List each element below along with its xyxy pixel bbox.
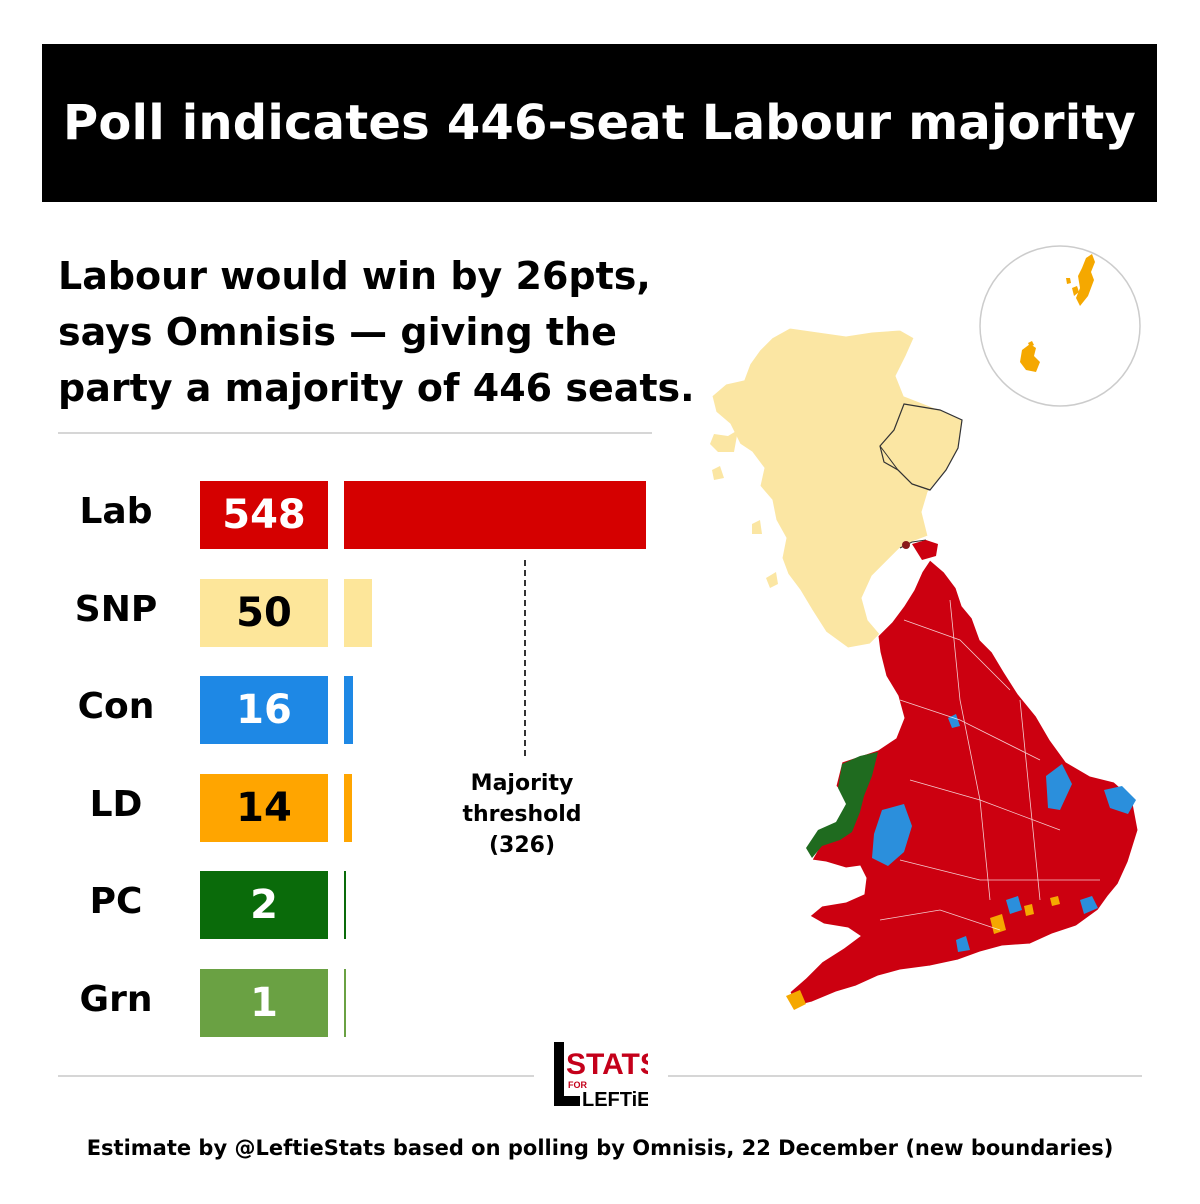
threshold-label-line-1: Majority: [470, 771, 574, 796]
divider-bottom-right: [668, 1075, 1142, 1077]
seat-count-con: 16: [200, 676, 328, 744]
seat-count-lab: 548: [200, 481, 328, 549]
party-label-pc: PC: [89, 881, 143, 922]
divider-bottom-left: [58, 1075, 534, 1077]
subtitle-line-1: Labour would win by 26pts,: [58, 254, 651, 298]
scotland-region: [710, 327, 963, 649]
bar-lab: [344, 481, 646, 549]
majority-threshold-line: [523, 560, 526, 756]
footer-credit: Estimate by @LeftieStats based on pollin…: [86, 1136, 1114, 1160]
party-label-snp: SNP: [74, 589, 158, 630]
chart-title: Poll indicates 446-seat Labour majority: [63, 95, 1136, 151]
party-label-lab: Lab: [79, 491, 153, 532]
bar-ld: [344, 774, 352, 842]
stats-for-lefties-logo: STATS FOR LEFTiES: [552, 1040, 664, 1111]
bar-con: [344, 676, 353, 744]
seat-count-snp: 50: [200, 579, 328, 647]
majority-threshold-label: Majority threshold (326): [452, 768, 592, 861]
party-label-con: Con: [77, 686, 155, 727]
subtitle-line-2: says Omnisis — giving the: [58, 310, 617, 354]
subtitle: Labour would win by 26pts, says Omnisis …: [58, 248, 698, 416]
divider-top: [58, 432, 652, 434]
seat-count-grn: 1: [200, 969, 328, 1037]
inset-circle: [979, 245, 1141, 407]
logo-stats: STATS: [566, 1048, 648, 1081]
bar-grn: [344, 969, 346, 1037]
logo-lefties: LEFTiES: [582, 1089, 648, 1110]
seat-count-pc: 2: [200, 871, 328, 939]
bar-snp: [344, 579, 372, 647]
party-label-ld: LD: [89, 784, 143, 825]
threshold-label-line-3: (326): [488, 833, 556, 858]
seat-count-ld: 14: [200, 774, 328, 842]
title-banner: Poll indicates 446-seat Labour majority: [42, 44, 1157, 202]
subtitle-line-3: party a majority of 446 seats.: [58, 366, 695, 410]
england-wales-region: [786, 559, 1139, 1010]
logo-for: FOR: [568, 1080, 587, 1090]
bar-pc: [344, 871, 346, 939]
threshold-label-line-2: threshold: [462, 802, 582, 827]
party-label-grn: Grn: [79, 979, 153, 1020]
northern-isles: [1020, 254, 1095, 372]
